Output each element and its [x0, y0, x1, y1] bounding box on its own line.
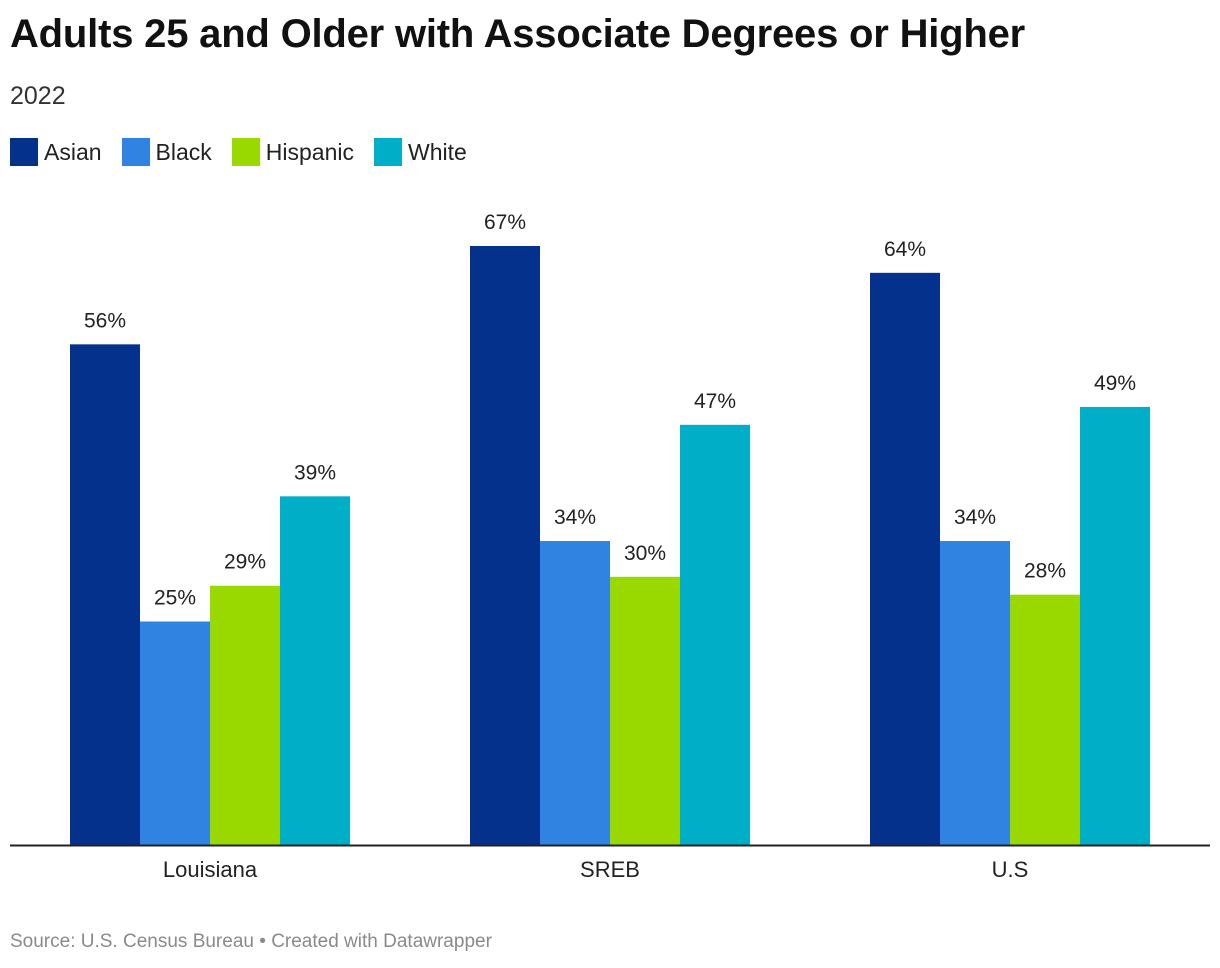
legend-swatch-black: [121, 138, 150, 166]
legend-item-hispanic: Hispanic: [231, 138, 355, 166]
bar-louisiana-asian: [70, 344, 140, 845]
source-text: Source: U.S. Census Bureau: [10, 931, 254, 952]
footer: Source: U.S. Census Bureau • Created wit…: [10, 931, 492, 953]
bar-sreb-hispanic: [610, 576, 680, 845]
x-tick-label-sreb: SREB: [580, 857, 640, 882]
data-label-u-s-hispanic: 28%: [1024, 560, 1066, 583]
x-tick-label-louisiana: Louisiana: [163, 857, 258, 882]
data-label-u-s-white: 49%: [1094, 372, 1136, 395]
data-label-u-s-black: 34%: [954, 506, 996, 529]
legend-swatch-asian: [10, 138, 38, 166]
data-label-sreb-asian: 67%: [484, 211, 526, 234]
bar-sreb-asian: [470, 246, 540, 845]
chart-subtitle: 2022: [10, 82, 66, 110]
credit-text: Created with Datawrapper: [271, 931, 492, 952]
legend-item-black: Black: [121, 138, 212, 166]
x-tick-label-u-s: U.S: [992, 857, 1029, 882]
legend-swatch-hispanic: [231, 138, 260, 166]
legend-label-black: Black: [155, 138, 212, 165]
legend-item-asian: Asian: [10, 138, 102, 166]
legend-item-white: White: [374, 138, 467, 166]
bar-u-s-hispanic: [1010, 594, 1080, 845]
bar-u-s-asian: [870, 272, 940, 845]
chart-title: Adults 25 and Older with Associate Degre…: [10, 12, 1026, 56]
data-label-louisiana-black: 25%: [154, 586, 196, 609]
data-label-sreb-black: 34%: [554, 506, 596, 529]
legend: Asian Black Hispanic White: [10, 137, 487, 167]
data-label-louisiana-asian: 56%: [84, 309, 126, 332]
legend-swatch-white: [374, 138, 403, 166]
data-label-sreb-white: 47%: [694, 390, 736, 413]
data-label-louisiana-hispanic: 29%: [224, 551, 266, 574]
bar-sreb-white: [680, 424, 750, 845]
data-label-louisiana-white: 39%: [294, 461, 336, 484]
bar-louisiana-white: [280, 496, 350, 845]
bar-sreb-black: [540, 541, 610, 845]
bar-u-s-black: [940, 541, 1010, 845]
footer-separator: •: [253, 931, 272, 952]
bar-u-s-white: [1080, 406, 1150, 845]
legend-label-white: White: [408, 138, 467, 165]
legend-label-hispanic: Hispanic: [265, 138, 355, 165]
bar-louisiana-hispanic: [210, 585, 280, 845]
bar-louisiana-black: [140, 621, 210, 845]
data-label-u-s-asian: 64%: [884, 238, 926, 261]
data-label-sreb-hispanic: 30%: [624, 542, 666, 565]
legend-label-asian: Asian: [44, 138, 102, 165]
